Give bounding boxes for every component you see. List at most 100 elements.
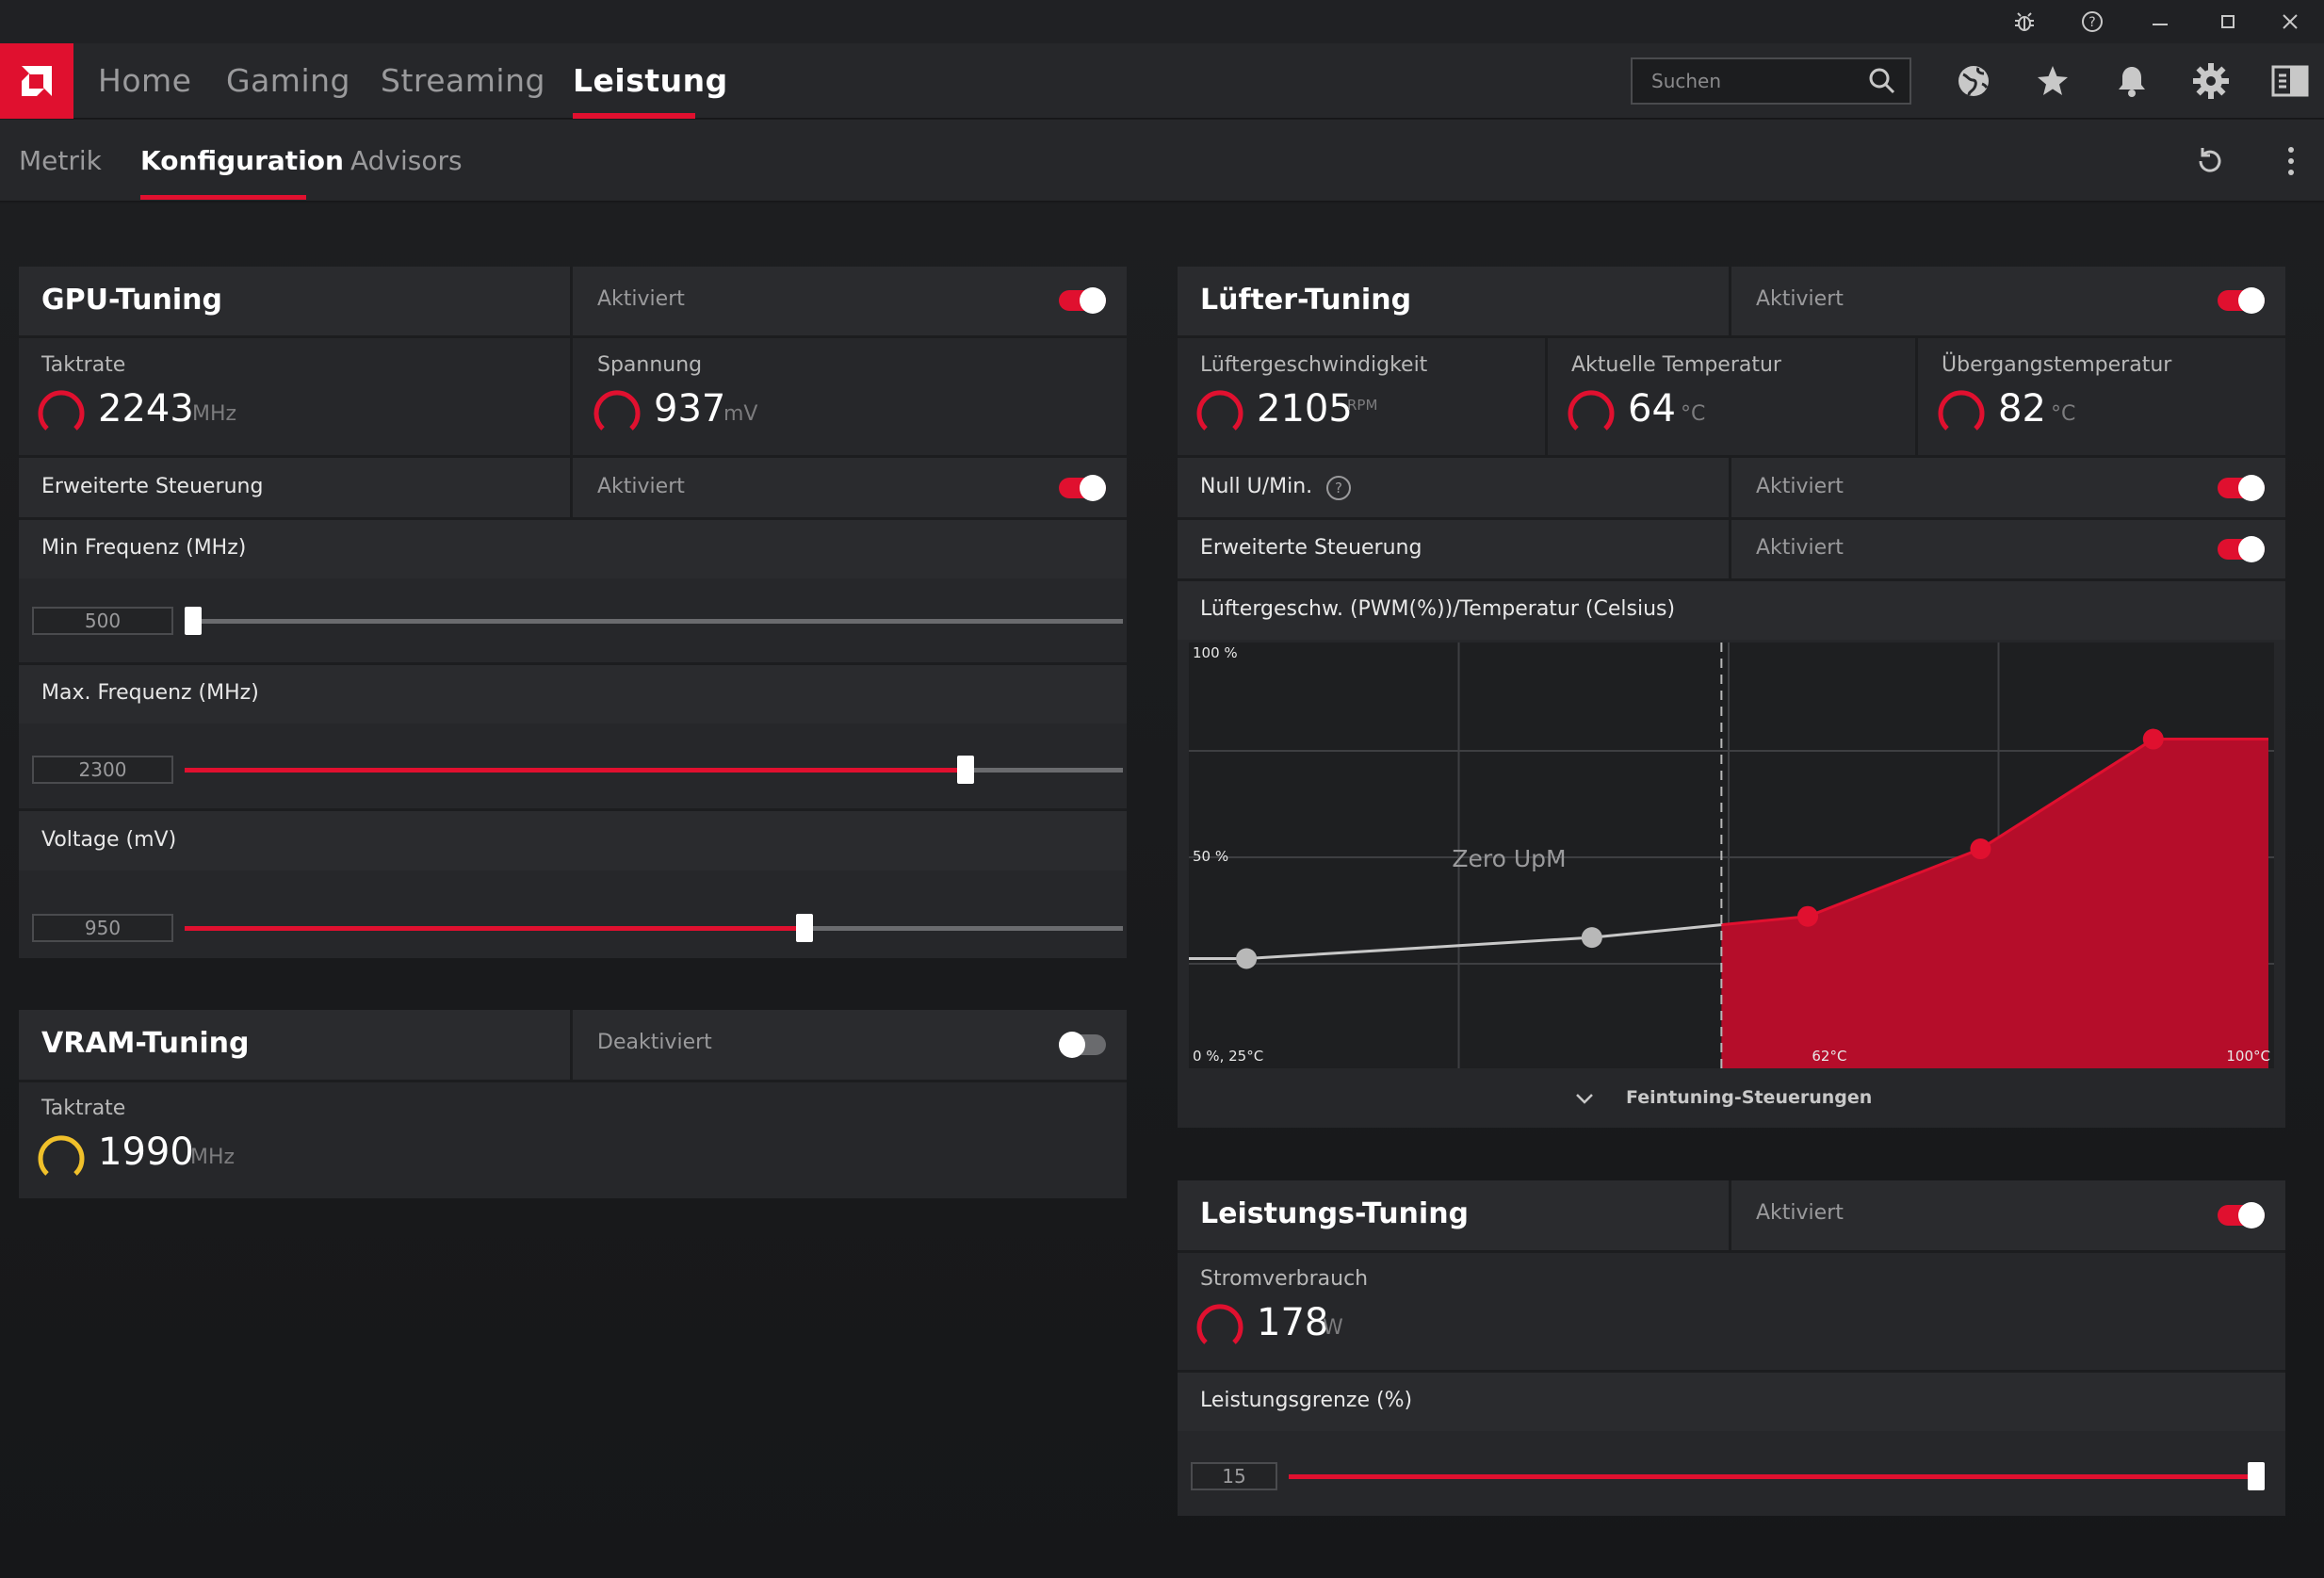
vram-tuning-toggle[interactable] bbox=[1059, 1032, 1106, 1058]
volt-label: Voltage (mV) bbox=[41, 828, 177, 852]
separator bbox=[19, 662, 1127, 665]
vram-tuning-status: Deaktiviert bbox=[597, 1031, 712, 1054]
vram-clock-label: Taktrate bbox=[41, 1097, 126, 1120]
maximize-icon[interactable] bbox=[2194, 0, 2262, 43]
sub-tab-advisors[interactable]: Advisors bbox=[350, 145, 463, 176]
minimize-icon[interactable] bbox=[2126, 0, 2194, 43]
separator bbox=[570, 458, 573, 517]
fan-advanced-toggle[interactable] bbox=[2218, 536, 2265, 562]
fan-curve-point-2[interactable] bbox=[1797, 905, 1819, 927]
fan-curve-area bbox=[1721, 739, 2268, 1068]
nav-tab-home[interactable]: Home bbox=[98, 62, 192, 99]
power-limit-thumb[interactable] bbox=[2248, 1462, 2265, 1490]
search-input[interactable] bbox=[1633, 59, 1859, 103]
nav-active-indicator bbox=[573, 113, 695, 119]
max-freq-thumb[interactable] bbox=[957, 756, 974, 784]
fine-tune-label[interactable]: Feintuning-Steuerungen bbox=[1626, 1087, 1873, 1108]
min-freq-label: Min Frequenz (MHz) bbox=[41, 536, 247, 560]
separator bbox=[1178, 455, 2285, 458]
junction-temp-unit: °C bbox=[2051, 402, 2076, 426]
bug-report-icon[interactable] bbox=[1991, 0, 2058, 43]
bell-icon[interactable] bbox=[2111, 60, 2153, 102]
volt-input[interactable]: 950 bbox=[32, 914, 173, 942]
main-navigation: Home Gaming Streaming Leistung bbox=[0, 43, 2324, 119]
min-freq-input[interactable]: 500 bbox=[32, 607, 173, 635]
sub-tab-metrik[interactable]: Metrik bbox=[19, 145, 102, 176]
volt-slider-row: 950 bbox=[19, 870, 1127, 958]
volt-fill bbox=[185, 926, 796, 931]
vram-clock-gauge-icon bbox=[38, 1135, 85, 1176]
reset-icon[interactable] bbox=[2193, 144, 2227, 182]
separator bbox=[19, 1080, 1127, 1082]
fan-speed-unit: RPM bbox=[1347, 397, 1378, 414]
volt-thumb[interactable] bbox=[796, 914, 813, 942]
sidebar-toggle-icon[interactable] bbox=[2269, 60, 2311, 102]
origin-label: 0 %, 25°C bbox=[1193, 1048, 1263, 1065]
fan-advanced-label: Erweiterte Steuerung bbox=[1200, 536, 1422, 560]
separator bbox=[570, 267, 573, 335]
max-freq-input[interactable]: 2300 bbox=[32, 756, 173, 784]
amd-logo-icon[interactable] bbox=[0, 43, 73, 119]
gpu-tuning-panel: GPU-Tuning Aktiviert Taktrate 2243 MHz S… bbox=[19, 267, 1127, 958]
search-icon[interactable] bbox=[1868, 67, 1896, 99]
max-freq-header: Max. Frequenz (MHz) bbox=[19, 665, 1127, 724]
globe-icon[interactable] bbox=[1953, 60, 1994, 102]
gear-icon[interactable] bbox=[2190, 60, 2232, 102]
svg-text:?: ? bbox=[2088, 15, 2095, 30]
separator bbox=[1915, 338, 1918, 455]
voltage-unit: mV bbox=[723, 402, 758, 426]
fan-tuning-toggle[interactable] bbox=[2218, 287, 2265, 314]
power-limit-fill bbox=[1289, 1474, 2248, 1479]
gpu-tuning-status: Aktiviert bbox=[597, 287, 685, 311]
current-temp-value: 64 bbox=[1628, 387, 1676, 431]
fan-curve-point-4[interactable] bbox=[2142, 728, 2164, 750]
vram-tuning-header: VRAM-Tuning Deaktiviert bbox=[19, 1010, 1127, 1080]
separator bbox=[19, 808, 1127, 811]
nav-tab-streaming[interactable]: Streaming bbox=[381, 62, 545, 99]
zero-rpm-help-icon[interactable]: ? bbox=[1325, 474, 1353, 502]
junction-temp-gauge-icon bbox=[1938, 390, 1985, 431]
gpu-metrics-row: Taktrate 2243 MHz Spannung 937 mV bbox=[19, 338, 1127, 455]
star-icon[interactable] bbox=[2032, 60, 2073, 102]
title-bar: ? bbox=[0, 0, 2324, 43]
fan-curve-point-1[interactable] bbox=[1581, 927, 1602, 949]
fan-curve-point-3[interactable] bbox=[1970, 838, 1991, 860]
power-limit-input[interactable]: 15 bbox=[1191, 1462, 1277, 1490]
max-freq-slider-row: 2300 bbox=[19, 724, 1127, 808]
power-consumption-value: 178 bbox=[1257, 1301, 1329, 1344]
vram-tuning-title: VRAM-Tuning bbox=[41, 1027, 250, 1060]
sub-navigation: Metrik Konfiguration Advisors bbox=[0, 120, 2324, 202]
max-freq-label: Max. Frequenz (MHz) bbox=[41, 681, 259, 705]
zero-rpm-label: Null U/Min. bbox=[1200, 475, 1313, 498]
separator bbox=[1178, 1370, 2285, 1373]
nav-tab-gaming[interactable]: Gaming bbox=[226, 62, 350, 99]
fan-tuning-status: Aktiviert bbox=[1756, 287, 1844, 311]
close-icon[interactable] bbox=[2256, 0, 2324, 43]
power-consumption-label: Stromverbrauch bbox=[1200, 1267, 1369, 1291]
min-freq-track[interactable] bbox=[192, 619, 1123, 624]
power-limit-header: Leistungsgrenze (%) bbox=[1178, 1373, 2285, 1431]
nav-tab-leistung[interactable]: Leistung bbox=[573, 62, 728, 99]
fan-curve-chart[interactable]: 100 % 50 % 0 %, 25°C 62°C 100°C Zero UpM bbox=[1189, 643, 2274, 1068]
zero-rpm-toggle[interactable] bbox=[2218, 475, 2265, 501]
fan-tuning-panel: Lüfter-Tuning Aktiviert Lüftergeschwindi… bbox=[1178, 267, 2285, 1128]
fan-curve-svg[interactable]: 100 % 50 % 0 %, 25°C 62°C 100°C Zero UpM bbox=[1189, 643, 2274, 1068]
separator bbox=[1178, 1250, 2285, 1253]
x-tick-label-0: 62°C bbox=[1812, 1048, 1846, 1065]
advanced-control-toggle[interactable] bbox=[1059, 475, 1106, 501]
fan-curve-point-0[interactable] bbox=[1236, 948, 1258, 969]
separator bbox=[1729, 458, 1731, 517]
fine-tune-row[interactable]: Feintuning-Steuerungen bbox=[1178, 1068, 2285, 1128]
gpu-tuning-toggle[interactable] bbox=[1059, 287, 1106, 314]
fan-speed-value: 2105 bbox=[1257, 387, 1353, 431]
chevron-down-icon[interactable] bbox=[1573, 1087, 1596, 1110]
min-freq-thumb[interactable] bbox=[185, 607, 202, 635]
separator bbox=[1729, 267, 1731, 335]
current-temp-unit: °C bbox=[1681, 402, 1706, 426]
search-box[interactable] bbox=[1631, 57, 1911, 105]
more-options-icon[interactable] bbox=[2280, 144, 2302, 182]
power-tuning-toggle[interactable] bbox=[2218, 1202, 2265, 1228]
separator bbox=[19, 455, 1127, 458]
sub-tab-konfiguration[interactable]: Konfiguration bbox=[140, 145, 344, 176]
help-icon[interactable]: ? bbox=[2058, 0, 2126, 43]
